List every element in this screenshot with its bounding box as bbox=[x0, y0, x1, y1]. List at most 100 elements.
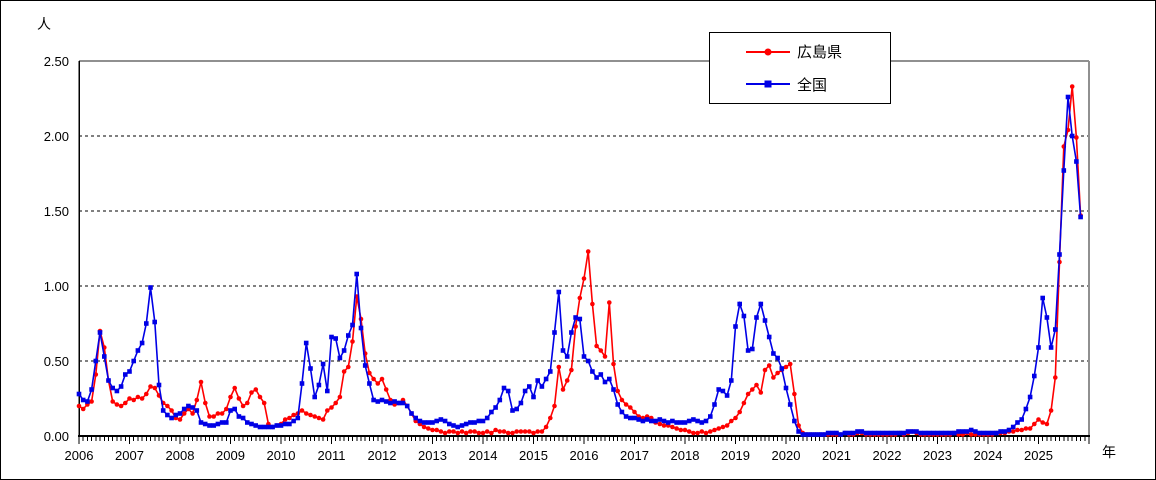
data-point bbox=[135, 348, 141, 353]
data-point bbox=[598, 348, 604, 353]
data-point bbox=[670, 418, 675, 424]
data-point bbox=[274, 423, 280, 428]
data-point bbox=[817, 432, 822, 437]
data-point bbox=[611, 361, 616, 367]
data-point bbox=[556, 364, 562, 370]
data-point bbox=[674, 420, 679, 425]
data-point bbox=[522, 388, 528, 394]
data-point bbox=[729, 378, 734, 383]
data-point bbox=[598, 372, 604, 377]
data-point bbox=[531, 394, 536, 400]
data-point bbox=[720, 388, 726, 394]
data-point bbox=[842, 430, 848, 436]
data-point bbox=[766, 334, 772, 340]
data-point bbox=[181, 406, 187, 412]
data-point bbox=[207, 414, 212, 419]
x-tick-label: 2010 bbox=[267, 448, 296, 463]
data-point bbox=[211, 423, 216, 428]
data-point bbox=[341, 348, 347, 353]
data-point bbox=[417, 418, 423, 424]
data-point bbox=[931, 430, 936, 436]
data-point bbox=[569, 367, 574, 373]
data-point bbox=[139, 340, 145, 346]
data-point bbox=[623, 414, 629, 419]
data-point bbox=[695, 418, 700, 424]
data-point bbox=[1032, 373, 1037, 379]
data-point bbox=[1069, 84, 1075, 89]
data-point bbox=[691, 430, 696, 436]
data-point bbox=[202, 421, 208, 427]
data-point bbox=[198, 420, 204, 425]
data-point bbox=[733, 324, 738, 329]
data-point bbox=[148, 285, 153, 290]
data-point bbox=[447, 421, 452, 427]
data-point bbox=[552, 330, 557, 335]
data-point bbox=[181, 411, 187, 416]
data-point bbox=[118, 384, 124, 389]
data-point bbox=[480, 430, 486, 436]
data-point bbox=[884, 430, 890, 436]
data-point bbox=[644, 417, 650, 422]
data-point bbox=[1023, 426, 1029, 431]
data-point bbox=[354, 271, 359, 277]
data-point bbox=[144, 321, 149, 326]
data-point bbox=[139, 396, 145, 401]
data-point bbox=[472, 429, 477, 434]
data-point bbox=[708, 414, 713, 419]
data-point bbox=[442, 418, 448, 424]
data-point bbox=[585, 358, 591, 364]
data-point bbox=[594, 375, 599, 380]
data-point bbox=[455, 430, 461, 436]
data-point bbox=[573, 315, 578, 320]
x-tick-label: 2020 bbox=[772, 448, 801, 463]
data-point bbox=[299, 408, 305, 413]
data-point bbox=[964, 429, 970, 434]
data-point bbox=[893, 430, 898, 436]
data-point bbox=[190, 411, 195, 416]
y-tick-label: 1.00 bbox=[44, 279, 69, 294]
data-point bbox=[615, 388, 620, 394]
data-point bbox=[261, 424, 267, 430]
x-tick-label: 2024 bbox=[974, 448, 1003, 463]
data-point bbox=[1069, 133, 1075, 139]
data-point bbox=[943, 430, 949, 436]
data-point bbox=[590, 301, 595, 307]
data-point bbox=[451, 429, 456, 434]
data-point bbox=[973, 429, 978, 434]
data-point bbox=[228, 394, 233, 400]
data-point bbox=[783, 364, 789, 370]
data-point bbox=[383, 387, 389, 392]
x-tick-label: 2022 bbox=[873, 448, 902, 463]
data-point bbox=[581, 354, 587, 359]
x-tick-label: 2019 bbox=[721, 448, 750, 463]
data-point bbox=[783, 385, 789, 391]
data-point bbox=[404, 403, 410, 409]
x-tick-label: 2016 bbox=[570, 448, 599, 463]
data-point bbox=[716, 426, 721, 431]
data-point bbox=[779, 366, 785, 371]
data-point bbox=[813, 432, 818, 437]
data-point bbox=[224, 420, 229, 425]
data-point bbox=[510, 430, 515, 436]
data-point bbox=[581, 276, 587, 281]
data-point bbox=[131, 397, 136, 403]
data-point bbox=[653, 418, 658, 424]
data-point bbox=[198, 379, 204, 385]
data-point bbox=[367, 381, 372, 386]
data-point bbox=[792, 418, 797, 424]
data-point bbox=[977, 430, 982, 436]
data-point bbox=[169, 415, 174, 421]
data-point bbox=[548, 369, 553, 374]
data-point bbox=[560, 348, 566, 353]
legend-item-zenkoku: 全国 bbox=[746, 70, 890, 98]
data-point bbox=[703, 418, 709, 424]
data-point bbox=[935, 430, 940, 436]
data-point bbox=[1078, 214, 1083, 220]
data-point bbox=[1027, 394, 1033, 400]
data-point bbox=[771, 375, 776, 380]
data-point bbox=[569, 330, 574, 335]
data-point bbox=[590, 369, 595, 374]
x-tick-label: 2008 bbox=[166, 448, 195, 463]
data-point bbox=[918, 430, 923, 436]
data-point bbox=[1040, 295, 1045, 301]
